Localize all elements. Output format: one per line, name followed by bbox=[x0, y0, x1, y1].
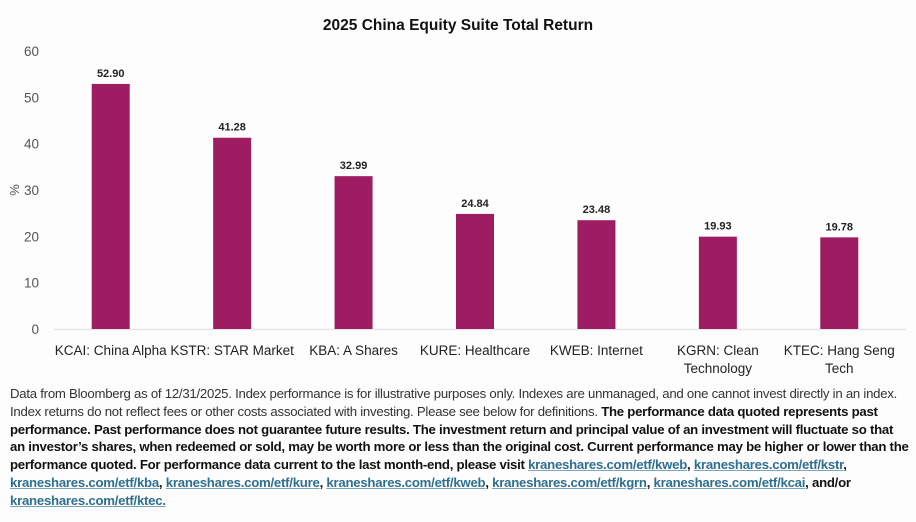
separator: , bbox=[843, 457, 847, 473]
separator: , bbox=[485, 474, 489, 490]
data-label: 19.93 bbox=[704, 221, 732, 233]
x-tick-label: KCAI: China Alpha bbox=[55, 343, 167, 358]
data-label: 32.99 bbox=[340, 160, 368, 172]
x-tick-label: KWEB: Internet bbox=[550, 343, 643, 358]
disclaimer-bold-text: The performance data quoted represents p… bbox=[10, 403, 909, 473]
link-kgrn[interactable]: kraneshares.com/etf/kgrn bbox=[492, 474, 647, 490]
bar bbox=[698, 236, 737, 329]
y-tick-label: 40 bbox=[24, 137, 39, 152]
link-kure[interactable]: kraneshares.com/etf/kure bbox=[165, 474, 320, 490]
y-tick-label: 10 bbox=[24, 276, 39, 291]
link-ktec[interactable]: kraneshares.com/etf/ktec. bbox=[10, 492, 166, 508]
link-kba[interactable]: kraneshares.com/etf/kba bbox=[10, 474, 159, 490]
x-tick-label: KGRN: Clean Technology bbox=[677, 343, 759, 376]
separator: , bbox=[158, 474, 163, 490]
link-kweb[interactable]: kraneshares.com/etf/kweb bbox=[528, 457, 688, 473]
bar bbox=[213, 137, 252, 329]
y-tick-label: 50 bbox=[24, 90, 39, 105]
separator: , bbox=[319, 474, 324, 490]
bar bbox=[91, 83, 130, 329]
link-kweb-2[interactable]: kraneshares.com/etf/kweb bbox=[326, 474, 486, 490]
y-tick-label: 60 bbox=[24, 44, 39, 59]
bar bbox=[577, 220, 616, 329]
x-tick-label: KURE: Healthcare bbox=[420, 343, 530, 358]
data-labels: 52.90 41.28 32.99 24.84 23.48 19.93 19.78 bbox=[97, 68, 853, 233]
data-label: 41.28 bbox=[218, 122, 246, 134]
link-kstr[interactable]: kraneshares.com/etf/kstr bbox=[693, 457, 844, 473]
bar-chart: 2025 China Equity Suite Total Return 0 10… bbox=[7, 17, 906, 376]
y-tick-label: 20 bbox=[24, 229, 39, 244]
x-tick-label: KSTR: STAR Market bbox=[170, 343, 294, 358]
bar bbox=[334, 176, 373, 329]
bar bbox=[456, 213, 494, 329]
x-axis: KCAI: China Alpha KSTR: STAR Market KBA: A… bbox=[55, 343, 895, 376]
separator: , bbox=[646, 474, 651, 490]
bars bbox=[91, 83, 859, 329]
x-tick-label: KTEC: Hang Seng Tech bbox=[784, 343, 895, 376]
y-tick-label: 30 bbox=[24, 183, 39, 198]
bar bbox=[820, 237, 859, 329]
separator: , and/or bbox=[805, 474, 851, 490]
disclaimer: Data from Bloomberg as of 12/31/2025. In… bbox=[10, 385, 910, 510]
x-tick-label: KBA: A Shares bbox=[309, 343, 398, 358]
link-kcai[interactable]: kraneshares.com/etf/kcai bbox=[653, 474, 806, 490]
data-label: 52.90 bbox=[97, 68, 125, 80]
y-axis: 0 10 20 30 40 50 60 bbox=[24, 44, 39, 337]
data-label: 24.84 bbox=[461, 198, 489, 210]
separator: , bbox=[687, 457, 691, 473]
y-axis-label: % bbox=[7, 184, 22, 196]
y-tick-label: 0 bbox=[31, 322, 39, 337]
disclaimer-text: Data from Bloomberg as of 12/31/2025. In… bbox=[10, 386, 898, 419]
chart-title: 2025 China Equity Suite Total Return bbox=[323, 17, 593, 34]
data-label: 19.78 bbox=[826, 221, 854, 233]
data-label: 23.48 bbox=[583, 204, 611, 216]
